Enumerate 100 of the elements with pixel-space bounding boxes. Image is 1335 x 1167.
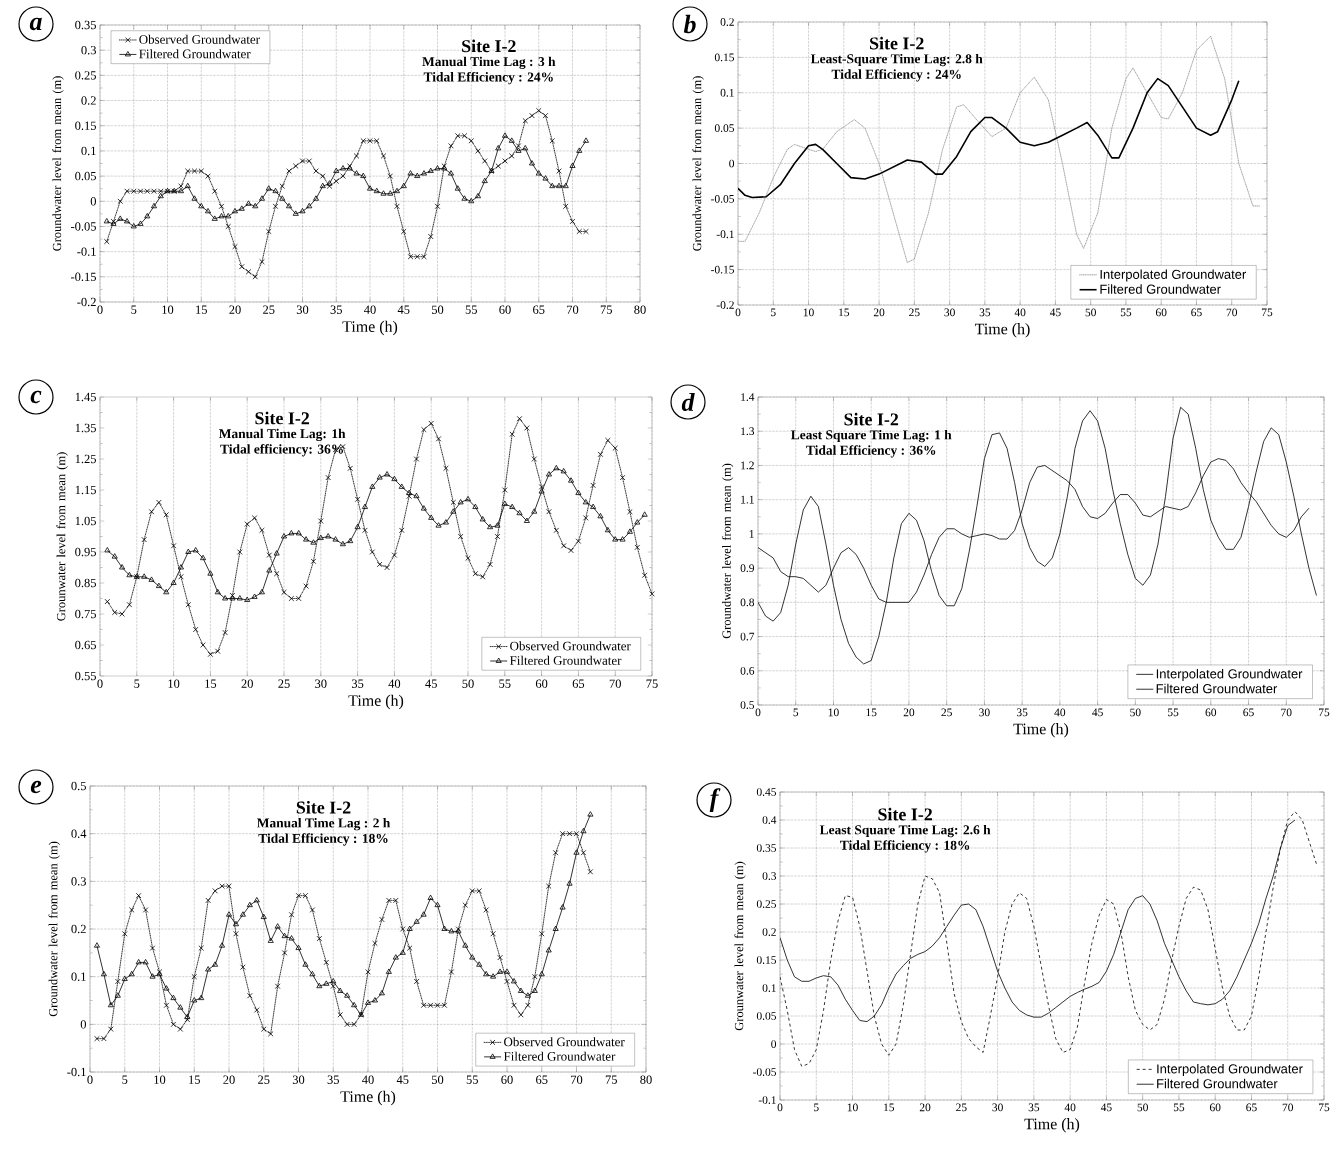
- y-tick-label: 0.15: [714, 53, 735, 62]
- y-tick-label: 0.2: [81, 96, 96, 105]
- y-tick-label: 0.2: [762, 928, 776, 936]
- legend-label: Filtered Groundwater: [509, 655, 622, 665]
- x-tick-label: 55: [466, 1075, 478, 1084]
- x-tick-label: 70: [567, 305, 579, 314]
- y-tick-label: 0: [771, 1040, 777, 1048]
- x-tick-label: 40: [1064, 1103, 1076, 1112]
- x-tick-label: 55: [1168, 708, 1179, 717]
- x-tick-label: 35: [330, 305, 342, 314]
- legend-label: Filtered Groundwater: [1100, 284, 1221, 294]
- y-tick-label: 0: [90, 197, 96, 206]
- x-tick-label: 70: [571, 1075, 583, 1084]
- x-tick-label: 20: [229, 305, 241, 314]
- y-axis-title: Grounwater level from mean (m): [56, 452, 68, 621]
- x-tick-label: 75: [605, 1075, 617, 1084]
- x-tick-label: 20: [241, 679, 253, 688]
- y-tick-label: 0.6: [740, 666, 755, 675]
- text: Site I-2: [870, 36, 924, 50]
- legend-label: Observed Groundwater: [510, 641, 631, 651]
- x-tick-label: 60: [499, 305, 511, 314]
- annotation: Tidal Efficiency : 24%: [831, 69, 961, 82]
- y-axis-title: Groundwater level from mean (m): [692, 76, 704, 251]
- legend-label: Observed Groundwater: [139, 34, 260, 44]
- y-tick-label: 0.05: [714, 124, 735, 133]
- x-tick-label: 65: [1246, 1103, 1257, 1112]
- x-axis-title: Time (h): [1013, 723, 1069, 738]
- legend-label: Interpolated Groundwater: [1157, 1063, 1303, 1076]
- annotation: Manual Time Lag : 3 h: [422, 56, 556, 69]
- x-tick-label: 40: [364, 305, 376, 314]
- y-tick-label: 0.5: [71, 781, 86, 791]
- x-tick-label: 45: [396, 1075, 409, 1084]
- x-tick-label: 25: [909, 308, 920, 317]
- x-tick-label: 30: [992, 1103, 1003, 1112]
- x-tick-label: 35: [1016, 708, 1028, 717]
- y-axis-title: Groundwater level from mean (m): [48, 841, 60, 1017]
- x-tick-label: 30: [292, 1075, 305, 1084]
- y-tick-label: -0.05: [711, 195, 735, 203]
- x-tick-label: 65: [536, 1075, 548, 1084]
- x-tick-label: 10: [162, 305, 174, 314]
- text: a: [29, 17, 42, 31]
- x-tick-label: 80: [634, 305, 646, 314]
- x-tick-label: 65: [533, 305, 545, 314]
- x-tick-label: 35: [327, 1075, 339, 1084]
- y-tick-label: -0.2: [77, 297, 96, 307]
- x-tick-label: 5: [771, 308, 776, 317]
- text: b: [683, 14, 696, 34]
- y-tick-label: -0.1: [716, 230, 734, 239]
- x-tick-label: 70: [609, 679, 621, 688]
- y-tick-label: 1.3: [741, 427, 755, 436]
- x-tick-label: 25: [258, 1075, 270, 1084]
- y-tick-label: 0.15: [756, 956, 777, 964]
- y-tick-label: 1: [749, 530, 754, 538]
- y-tick-label: -0.15: [71, 272, 96, 282]
- x-tick-label: 25: [263, 305, 275, 314]
- x-axis-title: Time (h): [340, 1090, 396, 1106]
- x-tick-label: 30: [315, 679, 327, 688]
- y-tick-label: -0.05: [71, 222, 96, 231]
- y-tick-label: 0.3: [762, 872, 777, 880]
- x-tick-label: 50: [1130, 708, 1141, 717]
- x-tick-label: 5: [793, 708, 799, 717]
- x-tick-label: 55: [499, 679, 511, 688]
- y-tick-label: 0.1: [81, 146, 96, 156]
- x-tick-label: 65: [1243, 708, 1254, 717]
- x-tick-label: 40: [362, 1075, 374, 1084]
- x-tick-label: 20: [223, 1075, 235, 1084]
- y-tick-label: 0.1: [71, 972, 86, 981]
- x-tick-label: 25: [956, 1103, 967, 1112]
- x-axis-title: Time (h): [974, 323, 1030, 338]
- x-tick-label: 35: [351, 679, 364, 688]
- y-tick-label: -0.1: [67, 1067, 86, 1077]
- x-tick-label: 75: [646, 679, 658, 688]
- x-tick-label: 20: [873, 308, 885, 317]
- text: Site I-2: [255, 411, 310, 425]
- x-tick-label: 15: [866, 708, 877, 717]
- y-tick-label: 1.05: [75, 516, 96, 526]
- x-tick-label: 20: [903, 708, 915, 717]
- x-tick-label: 35: [979, 308, 991, 317]
- y-tick-label: 0.35: [75, 20, 96, 30]
- x-tick-label: 60: [1205, 708, 1217, 717]
- x-tick-label: 60: [1209, 1103, 1221, 1112]
- x-axis-title: Time (h): [1024, 1118, 1080, 1133]
- y-axis-title: Groundwater level from mean (m): [721, 463, 734, 639]
- annotation: Manual Time Lag: 1h: [219, 428, 346, 442]
- y-tick-label: 0.1: [720, 88, 734, 97]
- y-tick-label: 0.65: [75, 640, 96, 650]
- y-tick-label: 0.8: [740, 598, 755, 607]
- legend-label: Filtered Groundwater: [503, 1051, 616, 1061]
- x-tick-label: 70: [1282, 1103, 1294, 1112]
- x-tick-label: 75: [1319, 1103, 1330, 1112]
- x-tick-label: 10: [168, 679, 180, 688]
- x-tick-label: 15: [196, 305, 207, 314]
- x-tick-label: 15: [839, 308, 850, 317]
- x-tick-label: 60: [501, 1075, 513, 1084]
- y-tick-label: 1.15: [75, 485, 96, 495]
- y-tick-label: 0: [729, 159, 735, 168]
- x-tick-label: 10: [803, 308, 814, 317]
- x-tick-label: 15: [189, 1075, 200, 1084]
- x-tick-label: 65: [572, 679, 585, 688]
- x-tick-label: 50: [462, 679, 474, 688]
